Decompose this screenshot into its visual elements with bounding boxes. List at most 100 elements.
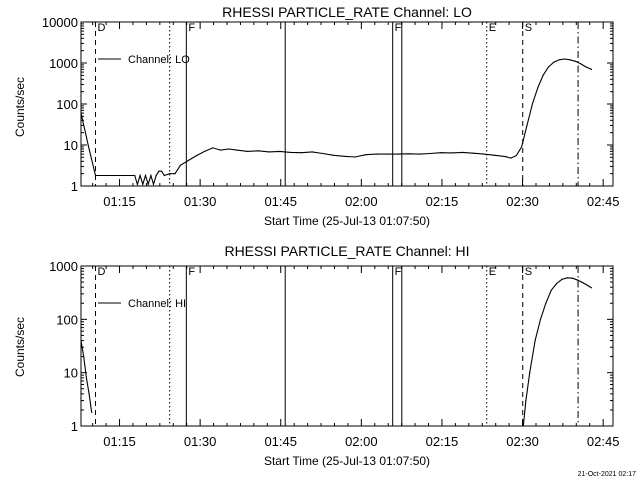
data-point <box>155 174 157 177</box>
x-tick-label: 01:15 <box>103 194 136 209</box>
data-point <box>322 152 324 155</box>
data-point <box>144 174 147 177</box>
data-point <box>123 174 125 177</box>
panel-hi: RHESSI PARTICLE_RATE Channel: HI Start T… <box>13 243 619 468</box>
data-point <box>510 157 512 159</box>
data-point <box>268 151 270 153</box>
data-point <box>440 152 442 154</box>
data-point <box>94 174 97 177</box>
data-point <box>174 173 176 175</box>
data-point <box>408 153 410 155</box>
series-line <box>81 340 93 413</box>
data-point <box>577 279 579 281</box>
plot-frame <box>80 21 614 187</box>
data-point <box>142 183 144 185</box>
x-tick-label: 02:00 <box>345 194 378 209</box>
data-point <box>365 154 367 156</box>
data-point <box>228 148 230 150</box>
data-point <box>429 152 431 155</box>
y-axis-label: Counts/sec <box>13 317 27 377</box>
data-point <box>537 87 539 89</box>
data-point <box>343 155 345 157</box>
data-point <box>582 282 585 284</box>
chart-title: RHESSI PARTICLE_RATE Channel: LO <box>222 4 472 20</box>
data-point <box>397 153 399 155</box>
data-point <box>574 60 577 62</box>
data-point <box>531 103 534 105</box>
data-point <box>494 154 496 156</box>
data-point <box>566 277 568 279</box>
series-line <box>522 277 592 426</box>
data-point <box>354 156 356 158</box>
y-tick-label: 100 <box>56 97 78 112</box>
data-point <box>472 152 474 154</box>
event-label: S <box>525 266 532 278</box>
data-point <box>81 340 82 342</box>
data-point <box>220 149 222 151</box>
chart-title: RHESSI PARTICLE_RATE Channel: HI <box>224 243 469 259</box>
data-point <box>590 68 593 70</box>
data-point <box>461 151 464 153</box>
data-point <box>147 183 149 185</box>
data-point <box>547 66 550 68</box>
data-point <box>553 61 555 63</box>
event-label: F <box>188 266 195 278</box>
data-point <box>279 150 281 152</box>
event-label: E <box>489 266 496 278</box>
x-tick-label: 01:45 <box>264 194 297 209</box>
data-point <box>139 174 141 177</box>
data-point <box>558 59 560 61</box>
y-tick-label: 1000 <box>49 56 78 71</box>
data-point <box>88 148 90 150</box>
x-tick-label: 02:30 <box>506 434 539 449</box>
y-tick-label: 10 <box>64 138 78 153</box>
data-point <box>376 153 378 155</box>
data-point <box>83 356 85 358</box>
data-point <box>569 59 571 61</box>
data-point <box>81 112 82 114</box>
data-point <box>580 63 582 65</box>
y-tick-label: 1000 <box>49 259 78 274</box>
x-tick-label: 01:30 <box>184 194 217 209</box>
legend-label: Channel: LO <box>128 54 190 66</box>
event-label: S <box>525 22 532 34</box>
panel-lo: RHESSI PARTICLE_RATE Channel: LO Start T… <box>13 4 619 228</box>
data-point <box>572 277 574 279</box>
y-axis-label: Counts/sec <box>13 77 27 137</box>
x-tick-label: 01:15 <box>103 434 136 449</box>
data-point <box>152 183 155 185</box>
event-label: F <box>188 22 195 34</box>
data-point <box>504 156 507 158</box>
data-point <box>150 174 152 177</box>
data-point <box>522 425 524 426</box>
data-point <box>290 151 292 153</box>
event-label: E <box>489 22 496 34</box>
x-tick-label: 02:15 <box>426 434 459 449</box>
data-point <box>525 400 527 402</box>
data-point <box>85 377 87 379</box>
data-point <box>257 150 259 152</box>
x-tick-label: 02:45 <box>587 434 620 449</box>
data-point <box>521 146 523 148</box>
data-point <box>556 282 558 285</box>
data-point <box>585 66 587 68</box>
data-point <box>418 153 421 155</box>
data-point <box>534 340 536 342</box>
data-point <box>195 155 198 157</box>
data-point <box>112 174 114 177</box>
data-point <box>564 58 566 60</box>
data-point <box>561 278 563 280</box>
y-tick-label: 100 <box>56 312 78 327</box>
data-point <box>88 393 90 395</box>
data-point <box>590 287 593 289</box>
data-point <box>526 124 528 126</box>
data-point <box>333 154 335 156</box>
plot-frame <box>80 265 614 427</box>
event-label: F <box>395 22 402 34</box>
y-tick-label: 1 <box>71 419 78 434</box>
event-label: D <box>98 22 106 34</box>
data-point <box>187 159 190 161</box>
x-axis-label: Start Time (25-Jul-13 01:07:50) <box>264 454 430 468</box>
data-point <box>204 150 206 152</box>
